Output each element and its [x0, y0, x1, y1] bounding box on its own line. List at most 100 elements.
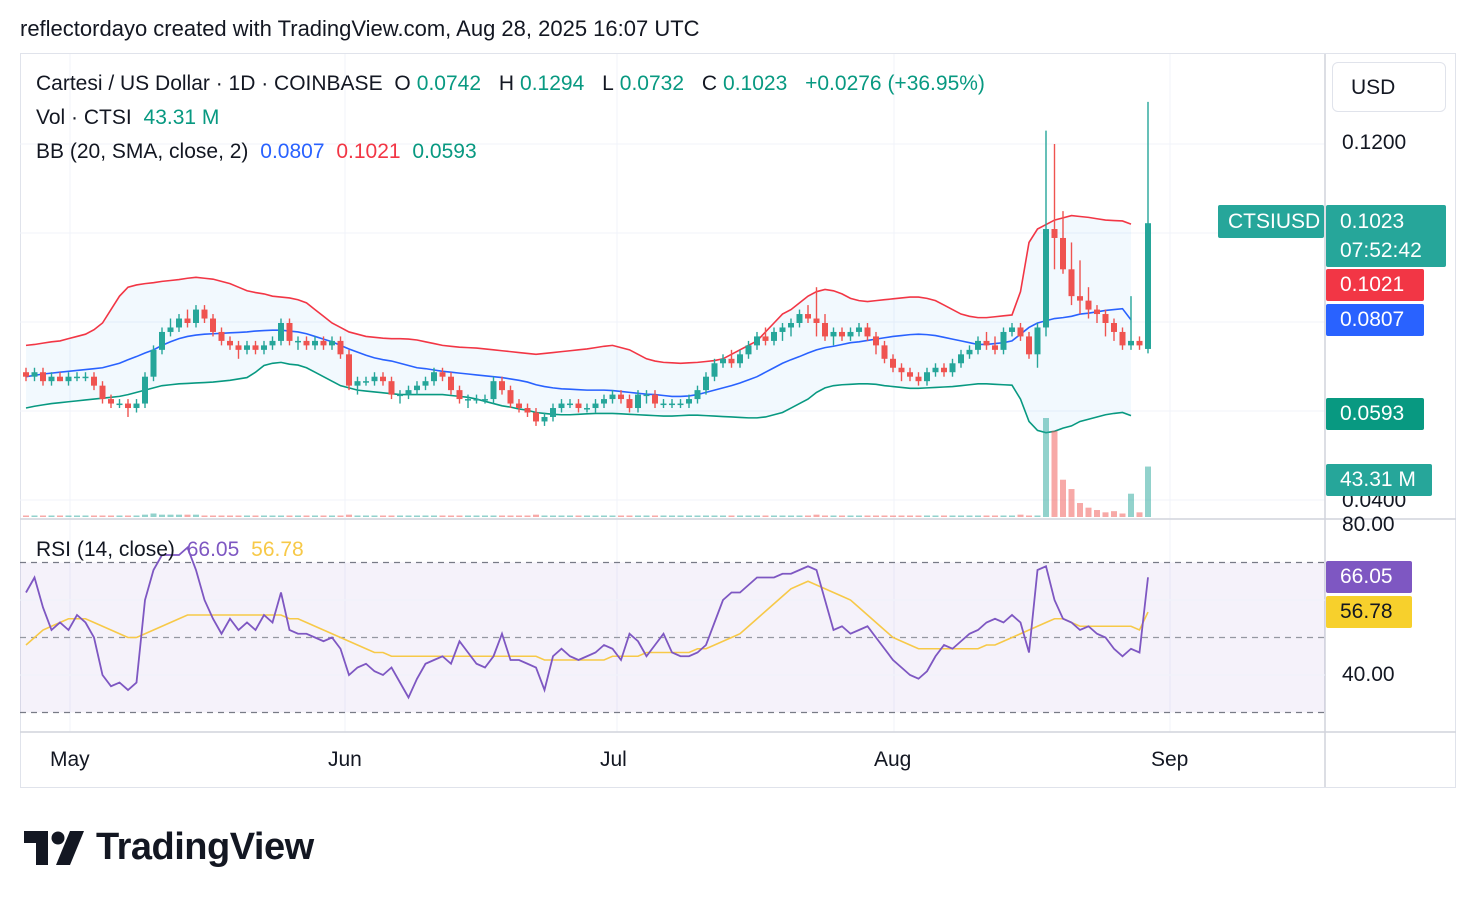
- candle-body: [252, 345, 259, 350]
- candle-body: [40, 372, 46, 382]
- volume-bar: [856, 515, 862, 517]
- candle-body: [839, 331, 845, 337]
- candle-body: [286, 323, 293, 341]
- rsi-ma-value: 56.78: [251, 538, 304, 561]
- candle-body: [465, 399, 471, 401]
- volume-bar: [227, 515, 233, 517]
- last-price-tag: 0.1023 07:52:42: [1326, 205, 1446, 267]
- volume-bar: [380, 515, 386, 517]
- volume-bar: [864, 515, 871, 517]
- candle-body: [694, 390, 701, 400]
- volume-bar: [82, 515, 89, 517]
- candle-body: [99, 385, 106, 400]
- volume-bar: [847, 515, 854, 517]
- candle-body: [847, 331, 854, 337]
- volume-bar: [482, 515, 488, 517]
- candle-body: [779, 327, 786, 332]
- candle-body: [728, 358, 735, 364]
- currency-selector[interactable]: USD: [1332, 62, 1446, 112]
- open-value: 0.0742: [416, 72, 481, 95]
- candle-body: [363, 381, 369, 383]
- candle-body: [312, 340, 318, 346]
- candle-body: [907, 372, 913, 377]
- candle-body: [507, 390, 514, 404]
- volume-bar: [626, 515, 633, 517]
- candle-body: [635, 394, 641, 409]
- volume-bar: [949, 515, 956, 517]
- candle-body: [856, 327, 862, 332]
- last-price: 0.1023: [1340, 210, 1405, 233]
- candle-body: [1017, 327, 1024, 337]
- candle-body: [184, 318, 191, 323]
- candle-body: [414, 385, 420, 391]
- candle-body: [354, 381, 361, 386]
- candle-body: [669, 403, 675, 406]
- candle-body: [1119, 331, 1126, 346]
- candle-body: [720, 358, 726, 364]
- volume-bar: [414, 515, 420, 517]
- high-label: H: [498, 72, 515, 95]
- volume-bar: [898, 515, 905, 517]
- candle-body: [167, 327, 174, 332]
- volume-bar: [354, 515, 361, 517]
- rsi-label[interactable]: RSI (14, close): [36, 538, 175, 561]
- candle-body: [82, 376, 89, 379]
- candle-body: [660, 403, 667, 406]
- volume-bar: [210, 515, 216, 517]
- volume-bar: [805, 515, 811, 517]
- volume-bar: [873, 515, 879, 517]
- volume-bar: [932, 515, 939, 517]
- volume-bar: [524, 515, 531, 517]
- candle-body: [949, 363, 956, 373]
- volume-bar: [1077, 503, 1083, 517]
- candle-body: [244, 345, 250, 350]
- candle-body: [932, 367, 939, 373]
- volume-bar: [575, 515, 582, 517]
- symbol-title[interactable]: Cartesi / US Dollar · 1D · COINBASE: [36, 72, 383, 95]
- candle-body: [176, 318, 182, 328]
- volume-bar: [941, 515, 947, 517]
- volume-bar: [958, 515, 964, 517]
- volume-bar: [142, 514, 148, 517]
- candle-body: [1111, 323, 1117, 332]
- low-label: L: [602, 72, 614, 95]
- candle-body: [422, 381, 429, 386]
- candle-body: [108, 399, 114, 404]
- volume-bar: [550, 515, 556, 517]
- candle-body: [567, 403, 573, 406]
- time-label-sep: Sep: [1151, 748, 1189, 771]
- candle-body: [388, 381, 395, 395]
- candle-body: [618, 394, 624, 400]
- volume-bar: [337, 515, 344, 517]
- volume-bar: [558, 515, 565, 517]
- candle-body: [456, 390, 463, 400]
- volume-bar: [295, 515, 301, 517]
- candle-body: [533, 412, 539, 422]
- volume-bar: [890, 515, 896, 517]
- candle-body: [150, 349, 157, 377]
- tradingview-logo[interactable]: TradingView: [24, 826, 314, 869]
- volume-bar: [567, 515, 573, 517]
- candle-body: [371, 376, 378, 382]
- symbol-tag: CTSIUSD: [1218, 205, 1324, 238]
- volume-bar: [507, 515, 514, 517]
- volume-bar: [261, 515, 267, 517]
- candle-body: [125, 403, 131, 409]
- candle-body: [48, 376, 55, 382]
- volume-bar: [201, 515, 208, 517]
- candle-body: [1128, 340, 1134, 346]
- candle-body: [711, 363, 718, 377]
- volume-bar: [1119, 513, 1126, 517]
- candle-body: [1026, 336, 1032, 355]
- volume-bar: [694, 515, 701, 517]
- volume-bar: [720, 515, 726, 517]
- candle-body: [1000, 331, 1007, 350]
- time-label-jul: Jul: [600, 748, 627, 771]
- tradingview-mark-icon: [24, 830, 84, 865]
- volume-label[interactable]: Vol · CTSI: [36, 106, 132, 129]
- time-label-may: May: [50, 748, 90, 771]
- candle-body: [201, 309, 208, 319]
- rsi-line: [25, 545, 1149, 700]
- bb-label[interactable]: BB (20, SMA, close, 2): [36, 140, 249, 163]
